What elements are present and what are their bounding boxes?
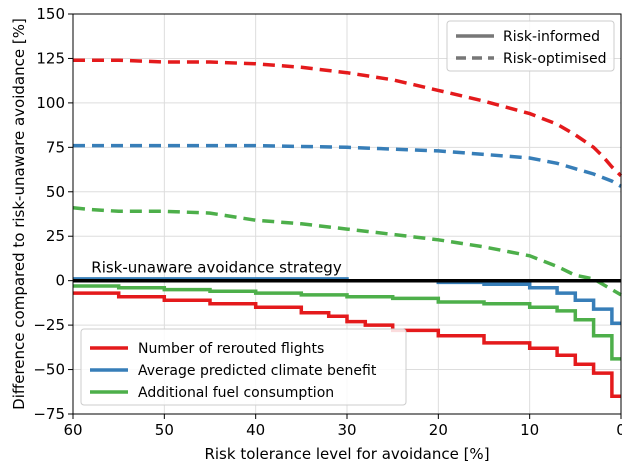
color-legend: Number of rerouted flights Average predi…: [80, 328, 407, 406]
x-tick-label: 10: [520, 421, 539, 439]
x-tick-label: 40: [246, 421, 265, 439]
x-tick-label: 50: [155, 421, 174, 439]
y-tick-label: −50: [33, 361, 65, 379]
series-line-dashed-number-of-rerouted-flights: [73, 58, 622, 178]
y-tick-label: 25: [46, 227, 65, 245]
y-tick-label: 100: [36, 94, 65, 112]
style-legend: Risk-informed Risk-optimised: [446, 20, 615, 72]
legend-risk-optimised: Risk-optimised: [503, 51, 606, 67]
x-axis-title: Risk tolerance level for avoidance [%]: [204, 445, 489, 463]
y-tick-label: −75: [33, 405, 65, 423]
y-tick-label: −25: [33, 316, 65, 334]
y-tick-label: 75: [46, 138, 65, 156]
series-line-solid-additional-fuel-consumption: [73, 284, 621, 361]
y-tick-label: 150: [36, 5, 65, 23]
legend-climate-benefit: Average predicted climate benefit: [138, 363, 377, 379]
y-axis-title: Difference compared to risk-unaware avoi…: [10, 18, 28, 410]
x-tick-label: 20: [429, 421, 448, 439]
legend-fuel-consumption: Additional fuel consumption: [138, 385, 334, 401]
baseline-annotation: Risk-unaware avoidance strategy: [91, 259, 342, 277]
x-tick-label: 0: [616, 421, 622, 439]
y-tick-label: 50: [46, 183, 65, 201]
series-group: [72, 58, 622, 398]
y-tick-label: 0: [55, 272, 65, 290]
series-line-solid-number-of-rerouted-flights: [73, 291, 621, 398]
legend-rerouted-flights: Number of rerouted flights: [138, 341, 324, 357]
series-line-dashed-additional-fuel-consumption: [72, 206, 622, 297]
x-tick-label: 30: [337, 421, 356, 439]
legend-risk-informed: Risk-informed: [503, 29, 600, 45]
y-tick-label: 125: [36, 49, 65, 67]
color-legend-box: [80, 328, 407, 406]
x-tick-label: 60: [63, 421, 82, 439]
